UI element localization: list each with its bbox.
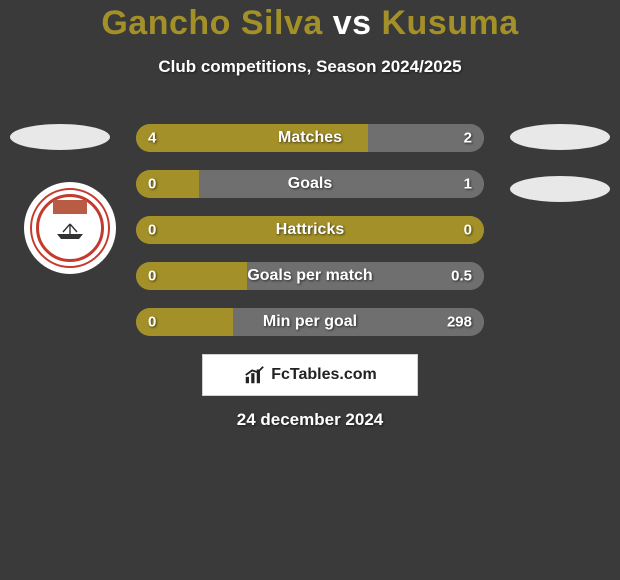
stat-label: Hattricks xyxy=(276,221,344,239)
stat-value-left: 0 xyxy=(148,222,156,239)
player1-avatar-placeholder xyxy=(10,124,110,150)
stat-label: Goals per match xyxy=(247,267,372,285)
stat-value-right: 298 xyxy=(447,314,472,331)
stat-row: 0 1 Goals xyxy=(136,170,484,198)
player1-club-badge xyxy=(24,182,116,274)
subtitle: Club competitions, Season 2024/2025 xyxy=(0,57,620,77)
title-vs: vs xyxy=(333,4,372,42)
stat-value-left: 4 xyxy=(148,130,156,147)
title-player2: Kusuma xyxy=(382,4,519,42)
brand-text: FcTables.com xyxy=(271,366,377,384)
stat-value-right: 0.5 xyxy=(451,268,472,285)
stat-value-left: 0 xyxy=(148,314,156,331)
footer-date: 24 december 2024 xyxy=(237,410,384,430)
stat-row: 4 2 Matches xyxy=(136,124,484,152)
stat-row: 0 0 Hattricks xyxy=(136,216,484,244)
stat-label: Matches xyxy=(278,129,342,147)
page-title: Gancho Silva vs Kusuma xyxy=(0,0,620,43)
player2-club-placeholder xyxy=(510,176,610,202)
stat-row: 0 298 Min per goal xyxy=(136,308,484,336)
stat-label: Min per goal xyxy=(263,313,357,331)
boat-icon xyxy=(55,222,85,240)
brand-badge[interactable]: FcTables.com xyxy=(202,354,418,396)
stat-value-right: 1 xyxy=(464,176,472,193)
stat-row: 0 0.5 Goals per match xyxy=(136,262,484,290)
stat-label: Goals xyxy=(288,175,332,193)
stat-value-left: 0 xyxy=(148,268,156,285)
chart-icon xyxy=(243,364,265,386)
stat-value-left: 0 xyxy=(148,176,156,193)
comparison-bars: 4 2 Matches 0 1 Goals 0 0 Hattricks 0 0.5 Goals per… xyxy=(136,124,484,354)
stat-fill-left xyxy=(136,170,199,198)
stat-fill-right xyxy=(199,170,484,198)
stat-value-right: 0 xyxy=(464,222,472,239)
player2-avatar-placeholder xyxy=(510,124,610,150)
title-player1: Gancho Silva xyxy=(101,4,322,42)
stat-value-right: 2 xyxy=(464,130,472,147)
